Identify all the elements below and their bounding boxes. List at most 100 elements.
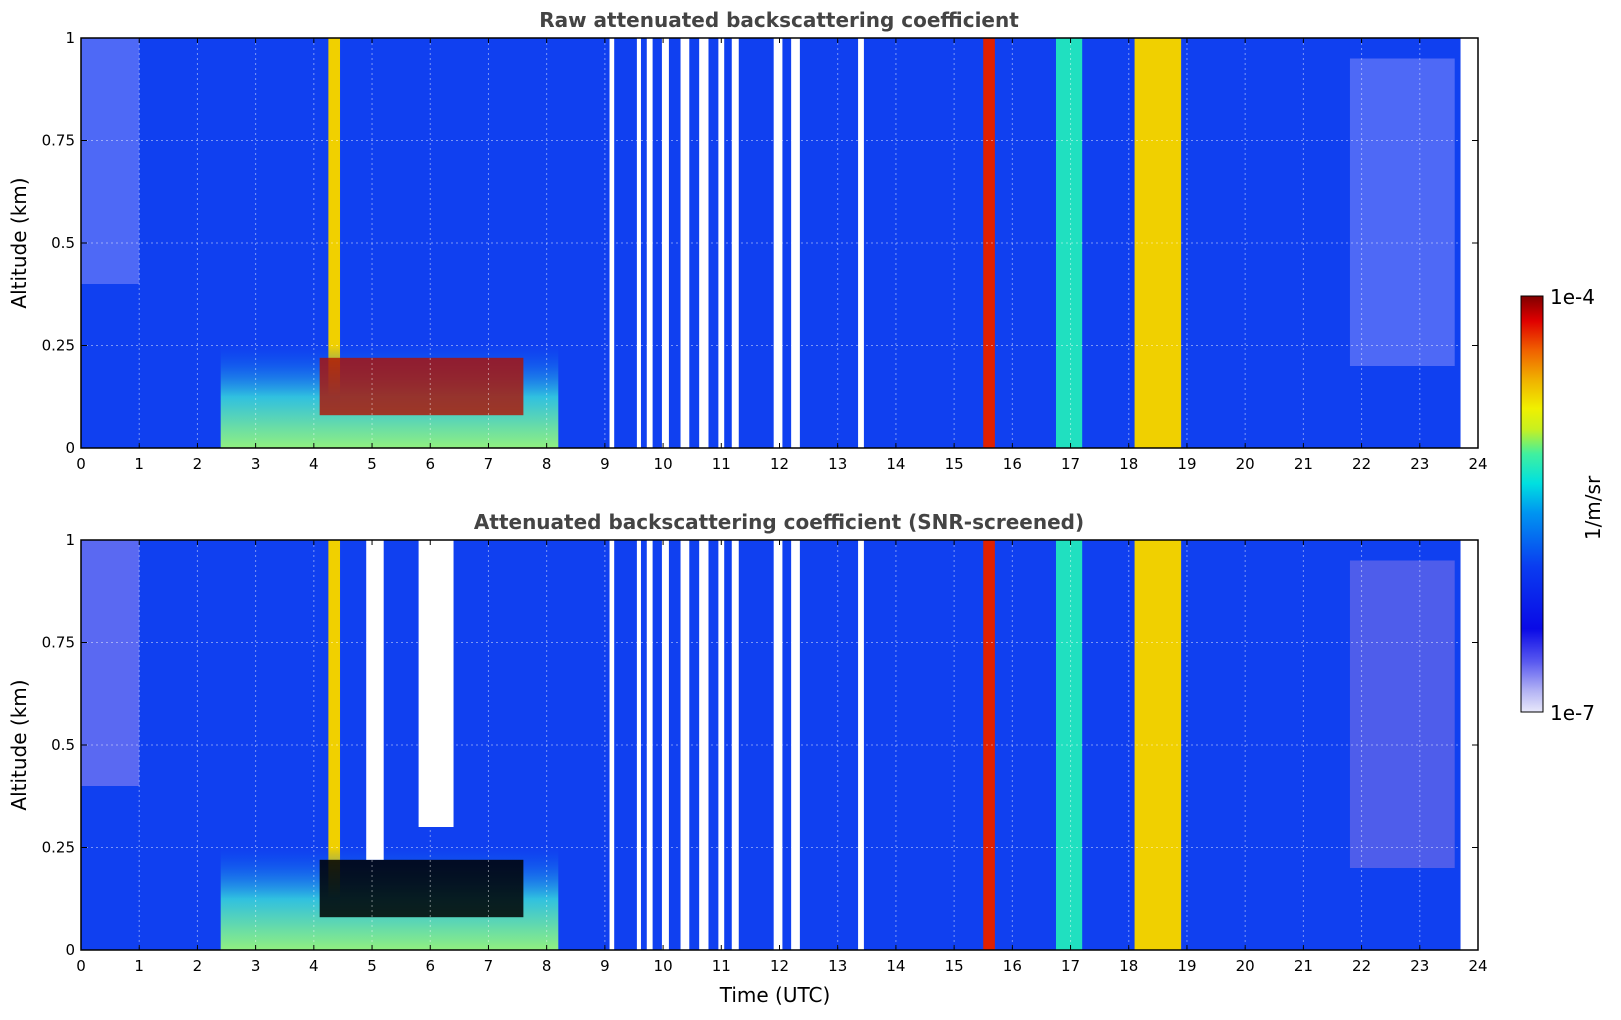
screened-out-region bbox=[366, 540, 384, 860]
y-tick-label: 0 bbox=[65, 439, 75, 457]
colorbar-max-label: 1e-4 bbox=[1550, 285, 1595, 309]
x-tick-label: 2 bbox=[193, 455, 203, 473]
x-tick-label: 18 bbox=[1119, 957, 1138, 975]
x-tick-label: 1 bbox=[134, 957, 144, 975]
x-tick-label: 21 bbox=[1294, 455, 1313, 473]
x-tick-label: 16 bbox=[1003, 455, 1022, 473]
x-tick-label: 24 bbox=[1468, 957, 1487, 975]
low-signal-region bbox=[1349, 560, 1455, 868]
x-tick-label: 20 bbox=[1236, 455, 1255, 473]
colorbar-unit-label: 1/m/sr bbox=[1581, 475, 1605, 540]
colorbar-gradient bbox=[1520, 295, 1544, 713]
x-tick-label: 4 bbox=[309, 455, 319, 473]
data-gap bbox=[773, 38, 783, 448]
x-tick-label: 24 bbox=[1468, 455, 1487, 473]
x-tick-label: 13 bbox=[828, 957, 847, 975]
x-tick-label: 6 bbox=[425, 455, 435, 473]
x-tick-label: 17 bbox=[1061, 455, 1080, 473]
data-gap bbox=[718, 540, 725, 950]
data-gap bbox=[773, 540, 783, 950]
data-gap bbox=[731, 540, 739, 950]
low-signal-region bbox=[81, 540, 140, 786]
x-tick-label: 2 bbox=[193, 957, 203, 975]
cloud-column bbox=[1055, 540, 1083, 950]
x-tick-label: 8 bbox=[542, 455, 552, 473]
low-signal-region bbox=[1349, 58, 1455, 366]
data-gap bbox=[661, 38, 669, 448]
cloud-column bbox=[1055, 38, 1083, 448]
y-tick-label: 0.5 bbox=[51, 736, 75, 754]
data-gap bbox=[858, 38, 864, 448]
y-ticks-raw: 0 0.25 0.5 0.75 1 bbox=[42, 29, 1478, 457]
cloud-column bbox=[328, 38, 341, 448]
cloud-column bbox=[983, 540, 995, 950]
title-screened: Attenuated backscattering coefficient (S… bbox=[474, 510, 1084, 534]
data-gap bbox=[791, 38, 800, 448]
data-gap bbox=[858, 540, 864, 950]
data-gap bbox=[718, 38, 725, 448]
data-gap bbox=[661, 540, 669, 950]
cloud-column bbox=[328, 540, 341, 950]
aerosol-layer bbox=[319, 357, 524, 416]
x-tick-label: 17 bbox=[1061, 957, 1080, 975]
x-tick-label: 19 bbox=[1177, 455, 1196, 473]
x-tick-label: 10 bbox=[654, 957, 673, 975]
x-tick-label: 18 bbox=[1119, 455, 1138, 473]
title-raw: Raw attenuated backscattering coefficien… bbox=[539, 8, 1019, 32]
cloud-column bbox=[1134, 540, 1182, 950]
low-signal-region bbox=[81, 38, 140, 284]
x-tick-label: 16 bbox=[1003, 957, 1022, 975]
y-tick-label: 1 bbox=[65, 531, 75, 549]
x-tick-label: 10 bbox=[654, 455, 673, 473]
x-tick-label: 11 bbox=[712, 957, 731, 975]
x-tick-label: 19 bbox=[1177, 957, 1196, 975]
xlabel-time: Time (UTC) bbox=[719, 983, 831, 1007]
cloud-column bbox=[1134, 38, 1182, 448]
panel-screened: Attenuated backscattering coefficient (S… bbox=[7, 510, 1488, 1007]
x-tick-label: 7 bbox=[484, 957, 494, 975]
x-tick-label: 15 bbox=[945, 957, 964, 975]
x-tick-label: 8 bbox=[542, 957, 552, 975]
data-gap bbox=[646, 540, 653, 950]
x-tick-label: 11 bbox=[712, 455, 731, 473]
colorbar-min-label: 1e-7 bbox=[1550, 701, 1595, 725]
x-tick-label: 21 bbox=[1294, 957, 1313, 975]
x-tick-label: 0 bbox=[76, 455, 86, 473]
data-gap bbox=[791, 540, 800, 950]
data-gap bbox=[636, 38, 641, 448]
x-tick-label: 12 bbox=[770, 455, 789, 473]
x-tick-label: 9 bbox=[600, 455, 610, 473]
data-gap bbox=[646, 38, 653, 448]
x-tick-label: 13 bbox=[828, 455, 847, 473]
data-gap bbox=[609, 540, 615, 950]
x-ticks-screened: 0 1 2 3 4 5 6 7 8 9 10 11 12 13 14 15 16 17 18 19 20 21 22 23 24 bbox=[76, 540, 1488, 975]
y-tick-label: 0.75 bbox=[42, 634, 75, 652]
y-tick-label: 0 bbox=[65, 941, 75, 959]
x-tick-label: 4 bbox=[309, 957, 319, 975]
cloud-column bbox=[983, 38, 995, 448]
x-tick-label: 6 bbox=[425, 957, 435, 975]
x-tick-label: 3 bbox=[251, 957, 261, 975]
y-tick-label: 0.5 bbox=[51, 234, 75, 252]
colorbar: 1e-4 1e-7 1/m/sr bbox=[1520, 285, 1605, 725]
data-gap bbox=[699, 540, 709, 950]
heatmap-screened bbox=[80, 540, 1479, 950]
x-tick-label: 23 bbox=[1410, 957, 1429, 975]
panel-raw: Raw attenuated backscattering coefficien… bbox=[7, 8, 1488, 473]
x-tick-label: 9 bbox=[600, 957, 610, 975]
x-tick-label: 15 bbox=[945, 455, 964, 473]
x-tick-label: 1 bbox=[134, 455, 144, 473]
data-gap bbox=[680, 38, 690, 448]
ylabel-screened: Altitude (km) bbox=[7, 679, 31, 810]
x-tick-label: 3 bbox=[251, 455, 261, 473]
ylabel-raw: Altitude (km) bbox=[7, 177, 31, 308]
y-tick-label: 1 bbox=[65, 29, 75, 47]
x-tick-label: 7 bbox=[484, 455, 494, 473]
y-tick-label: 0.25 bbox=[42, 337, 75, 355]
x-tick-label: 23 bbox=[1410, 455, 1429, 473]
data-gap bbox=[699, 38, 709, 448]
x-tick-label: 22 bbox=[1352, 957, 1371, 975]
data-gap bbox=[636, 540, 641, 950]
x-ticks-raw: 0 1 2 3 4 5 6 7 8 9 10 11 12 13 14 15 16 17 18 19 20 21 22 23 24 bbox=[76, 38, 1488, 473]
